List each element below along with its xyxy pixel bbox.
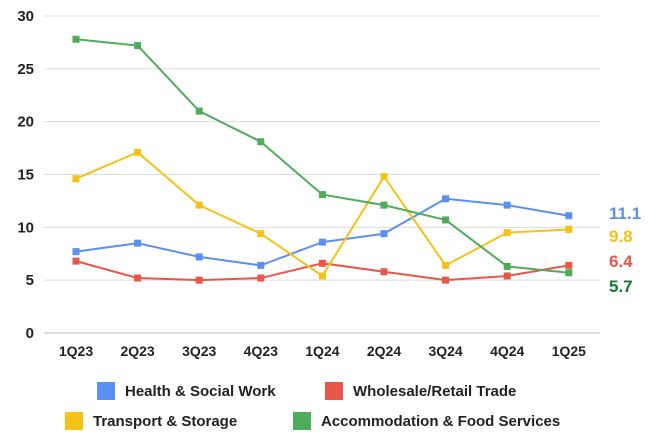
data-point (257, 274, 265, 282)
data-point (380, 230, 388, 238)
series-line (75, 38, 569, 274)
y-tick-label: 10 (17, 219, 34, 236)
x-tick-label: 1Q24 (305, 343, 339, 359)
data-point (72, 35, 80, 43)
legend-label-wholesale: Wholesale/Retail Trade (353, 382, 517, 400)
data-point (442, 216, 450, 224)
x-tick-label: 1Q25 (552, 343, 586, 359)
data-point (565, 269, 573, 277)
y-tick-label: 5 (26, 272, 34, 289)
data-point (565, 225, 573, 233)
legend-label-health: Health & Social Work (125, 382, 276, 400)
y-tick-label: 0 (26, 325, 34, 342)
data-point (257, 138, 265, 146)
end-labels: 11.1 9.8 6.4 5.7 (609, 204, 641, 296)
data-point (565, 261, 573, 269)
legend-swatch-health (97, 382, 115, 400)
legend-label-transport: Transport & Storage (93, 412, 238, 430)
legend-item-health: Health & Social Work (97, 382, 311, 400)
x-tick-label: 2Q24 (367, 343, 401, 359)
data-point (380, 201, 388, 209)
data-point (195, 107, 203, 115)
series-points (72, 35, 573, 284)
data-point (134, 239, 142, 247)
data-point (134, 148, 142, 156)
data-point (195, 201, 203, 209)
series-line (75, 197, 569, 267)
data-point (442, 276, 450, 284)
data-point (72, 257, 80, 265)
data-point (72, 248, 80, 256)
y-tick-label: 25 (17, 61, 34, 78)
x-axis-ticks: 1Q23 2Q23 3Q23 4Q23 1Q24 2Q24 3Q24 4Q24 1Q25 (59, 343, 586, 359)
data-point (195, 253, 203, 261)
legend-item-transport: Transport & Storage (65, 412, 279, 430)
y-tick-label: 20 (17, 114, 34, 131)
legend-swatch-accommodation (293, 412, 311, 430)
data-point (195, 276, 203, 284)
legend-item-wholesale: Wholesale/Retail Trade (325, 382, 516, 400)
x-tick-label: 2Q23 (120, 343, 154, 359)
gridlines (44, 15, 600, 334)
data-point (380, 173, 388, 181)
end-value-label: 6.4 (609, 252, 633, 271)
y-tick-label: 30 (17, 8, 34, 25)
y-tick-label: 15 (17, 167, 34, 184)
x-tick-label: 4Q23 (244, 343, 278, 359)
data-point (380, 268, 388, 276)
data-point (442, 261, 450, 269)
data-point (72, 175, 80, 183)
data-point (318, 272, 326, 280)
data-point (503, 201, 511, 209)
legend-swatch-wholesale (325, 382, 343, 400)
x-tick-label: 3Q24 (428, 343, 462, 359)
end-value-label: 5.7 (609, 277, 633, 296)
data-point (503, 272, 511, 280)
legend-label-accommodation: Accommodation & Food Services (321, 412, 561, 430)
data-point (318, 259, 326, 267)
x-tick-label: 3Q23 (182, 343, 216, 359)
x-tick-label: 4Q24 (490, 343, 524, 359)
data-point (318, 191, 326, 199)
data-point (257, 261, 265, 269)
data-point (134, 274, 142, 282)
legend-swatch-transport (65, 412, 83, 430)
data-point (565, 212, 573, 220)
legend-item-accommodation: Accommodation & Food Services (293, 412, 560, 430)
end-value-label: 9.8 (609, 227, 633, 246)
data-point (503, 262, 511, 270)
data-point (318, 238, 326, 246)
y-axis-ticks: 0 5 10 15 20 25 30 (17, 8, 34, 342)
data-point (442, 195, 450, 203)
data-point (257, 230, 265, 238)
line-chart: 0 5 10 15 20 25 30 1Q23 2Q23 3Q23 4Q23 1Q24 2Q24 3Q2… (17, 8, 641, 359)
data-point (134, 42, 142, 50)
x-tick-label: 1Q23 (59, 343, 93, 359)
data-point (503, 229, 511, 237)
end-value-label: 11.1 (609, 204, 641, 223)
